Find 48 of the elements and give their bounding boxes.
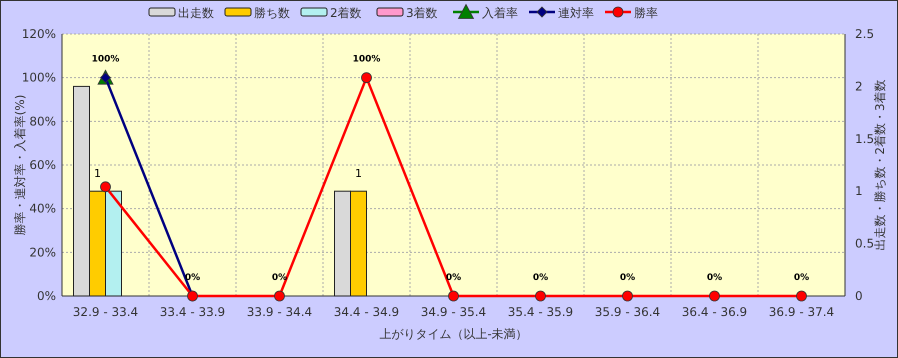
- y-tick-label: 40%: [29, 202, 56, 216]
- y-tick-label: 100%: [22, 70, 56, 85]
- x-axis-title: 上がりタイム（以上-未満）: [379, 327, 528, 341]
- point: [535, 290, 546, 302]
- x-tick-label: 32.9 - 33.4: [72, 305, 138, 319]
- x-tick-label: 36.4 - 36.9: [682, 305, 748, 319]
- y2-tick-label: 2.5: [855, 27, 874, 41]
- x-tick-label: 33.4 - 33.9: [160, 305, 226, 319]
- point: [274, 290, 285, 302]
- data-label: 0%: [794, 273, 810, 283]
- x-tick-label: 35.9 - 36.4: [594, 305, 660, 319]
- legend-label: 出走数: [178, 6, 214, 20]
- point: [448, 290, 459, 302]
- legend-label: 2着数: [330, 6, 362, 20]
- y-tick-label: 20%: [29, 245, 56, 260]
- data-label: 1: [355, 167, 362, 180]
- data-label: 0%: [706, 273, 722, 283]
- x-tick-label: 34.4 - 34.9: [334, 305, 400, 319]
- y-tick-label: 120%: [22, 27, 56, 41]
- y-tick-label: 60%: [29, 158, 56, 172]
- point: [709, 290, 720, 302]
- y-tick-label: 80%: [29, 114, 56, 128]
- x-tick-label: 33.9 - 34.4: [246, 305, 312, 319]
- legend-label: 入着率: [482, 6, 518, 20]
- x-tick-label: 35.4 - 35.9: [508, 305, 574, 319]
- point: [100, 181, 111, 192]
- x-tick-label: 36.9 - 37.4: [768, 305, 834, 319]
- point: [796, 290, 807, 302]
- y2-axis-title: 出走数・勝ち数・2着数・3着数: [873, 79, 887, 251]
- data-label: 1: [94, 167, 101, 180]
- y-axis-title: 勝率・連対率・入着率(%): [13, 94, 27, 236]
- legend-label: 勝ち数: [254, 6, 290, 20]
- legend-label: 勝率: [634, 6, 658, 20]
- point: [622, 290, 633, 302]
- y2-tick-label: 0: [855, 289, 863, 303]
- y2-tick-label: 1.5: [855, 132, 874, 146]
- data-label: 100%: [352, 54, 380, 65]
- y2-tick-label: 1: [855, 184, 863, 198]
- legend-label: 連対率: [558, 6, 594, 20]
- point: [361, 72, 372, 84]
- data-label: 0%: [620, 273, 636, 283]
- legend-label: 3着数: [406, 6, 438, 20]
- y2-tick-label: 2: [855, 79, 863, 94]
- y-tick-label: 0%: [36, 289, 56, 303]
- x-tick-label: 34.9 - 35.4: [420, 305, 486, 319]
- data-label: 0%: [532, 273, 548, 283]
- y2-tick-label: 0.5: [855, 236, 874, 251]
- data-label: 100%: [92, 54, 120, 65]
